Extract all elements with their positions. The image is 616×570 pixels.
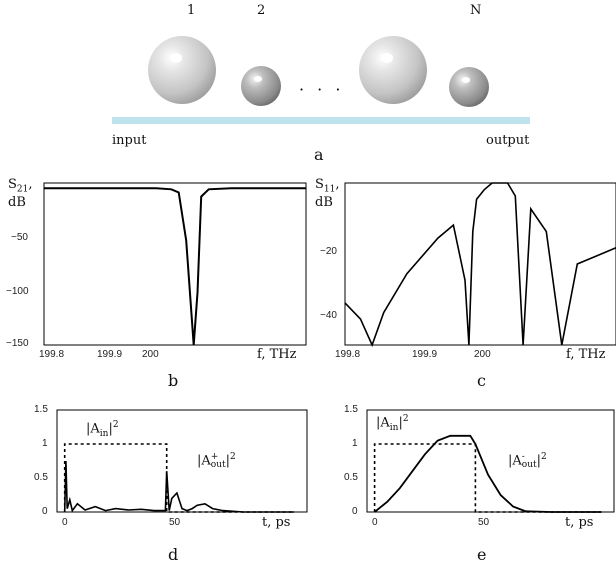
xlabel-c: f, THz	[566, 347, 606, 362]
chart-c	[344, 182, 616, 348]
xtick-b-1: 199.9	[97, 349, 123, 360]
xtick-d-1: 50	[169, 517, 181, 528]
ytick-c-0: −20	[320, 246, 337, 257]
ytick-b-1: −100	[6, 286, 29, 297]
s21-ylabel: S21, dB	[8, 177, 33, 210]
ytick-e-2: 0.5	[344, 472, 358, 483]
panel-letter-e: e	[477, 545, 487, 564]
ytick-e-1: 1	[352, 438, 358, 449]
ytick-d-0: 1.5	[34, 404, 48, 415]
resonator-diagram	[112, 36, 530, 124]
panel-letter-c: c	[477, 371, 486, 390]
output-pulse-d	[63, 460, 295, 513]
out-label-d: |A+ out|2	[197, 451, 236, 470]
ytick-b-2: −150	[6, 338, 29, 349]
ytick-d-1: 1	[42, 438, 48, 449]
xlabel-e: t, ps	[565, 515, 594, 530]
xlabel-b: f, THz	[257, 347, 297, 362]
ytick-e-3: 0	[352, 506, 358, 517]
resonator-n-minus-1	[359, 36, 427, 104]
ytick-e-0: 1.5	[344, 404, 358, 415]
in-label-e: |Ain|2	[376, 414, 409, 433]
panel-letter-b: b	[168, 371, 179, 390]
chart-d	[56, 409, 308, 513]
xlabel-d: t, ps	[262, 515, 291, 530]
resonator-n	[449, 67, 489, 107]
xtick-d-0: 0	[62, 517, 68, 528]
panel-letter-a: a	[314, 145, 324, 164]
input-pulse-d	[63, 443, 295, 513]
resonator-label-2: 2	[257, 3, 266, 18]
xtick-b-0: 199.8	[39, 349, 65, 360]
xtick-b-2: 200	[142, 349, 159, 360]
s21-curve	[44, 187, 306, 346]
waveguide	[112, 117, 530, 124]
output-label: output	[486, 133, 530, 148]
resonator-2	[241, 66, 281, 106]
xtick-c-1: 199.9	[412, 349, 438, 360]
chart-b	[43, 182, 307, 346]
chart-e	[366, 409, 615, 513]
ytick-c-1: −40	[320, 310, 337, 321]
ytick-b-0: −50	[11, 232, 28, 243]
ytick-d-3: 0	[42, 506, 48, 517]
input-pulse-e	[373, 443, 602, 513]
ytick-d-2: 0.5	[34, 472, 48, 483]
output-pulse-e	[374, 434, 602, 513]
ellipsis: · · ·	[299, 80, 345, 99]
panel-letter-d: d	[168, 545, 179, 564]
xtick-c-2: 200	[474, 349, 491, 360]
out-label-e: |A-out|2	[508, 451, 547, 470]
xtick-e-1: 50	[478, 517, 490, 528]
resonator-1	[148, 36, 216, 104]
xtick-c-0: 199.8	[335, 349, 361, 360]
s11-curve	[344, 182, 616, 348]
s11-ylabel: S11, dB	[315, 177, 340, 210]
xtick-e-0: 0	[372, 517, 378, 528]
input-label: input	[112, 133, 147, 148]
in-label-d: |Ain|2	[86, 420, 119, 439]
resonator-label-1: 1	[187, 3, 196, 18]
resonator-label-n: N	[470, 3, 482, 18]
